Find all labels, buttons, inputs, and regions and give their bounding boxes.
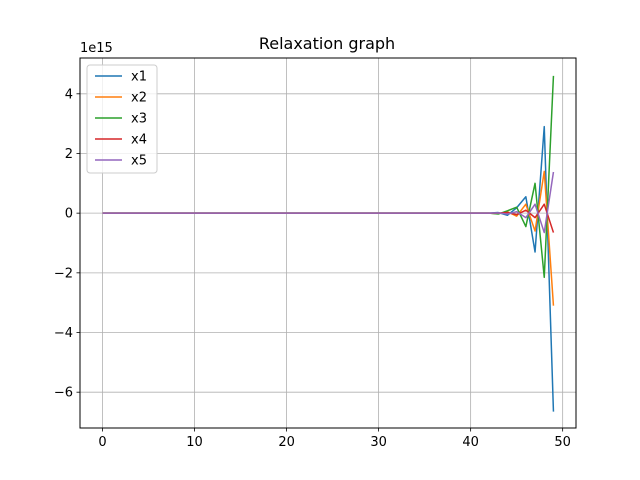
legend-label-x1: x1: [131, 70, 147, 85]
legend-box: [86, 64, 158, 174]
legend-label-x4: x4: [131, 133, 147, 148]
y-tick-label: −6: [54, 386, 73, 401]
series-line-x3: [102, 75, 555, 279]
series-line-x4: [102, 203, 555, 233]
plot-frame: [79, 57, 577, 429]
y-axis-offset-text: 1e15: [80, 41, 113, 56]
x-tick-label: 20: [278, 435, 295, 450]
x-tick-label: 10: [186, 435, 203, 450]
series-line-x1: [102, 125, 555, 412]
legend-label-x2: x2: [131, 91, 147, 106]
series-line-x2: [102, 170, 555, 306]
x-tick-label: 40: [462, 435, 479, 450]
legend: x1 x2 x3 x4 x5: [86, 64, 158, 174]
y-tick-label: 0: [65, 207, 73, 222]
series-line-x5: [102, 171, 555, 234]
x-tick-label: 0: [98, 435, 106, 450]
y-tick-label: 2: [65, 147, 73, 162]
x-axis: 0 10 20 30 40 50: [98, 428, 571, 450]
series-layer: [102, 75, 555, 412]
chart-title: Relaxation graph: [259, 34, 395, 53]
legend-label-x5: x5: [131, 154, 147, 169]
y-axis: −6 −4 −2 0 2 4: [54, 87, 80, 401]
x-tick-label: 50: [554, 435, 571, 450]
legend-label-x3: x3: [131, 112, 147, 127]
y-tick-label: 4: [65, 87, 73, 102]
y-tick-label: −2: [54, 266, 73, 281]
x-grid: [102, 58, 564, 428]
y-tick-label: −4: [54, 326, 73, 341]
x-tick-label: 30: [370, 435, 387, 450]
